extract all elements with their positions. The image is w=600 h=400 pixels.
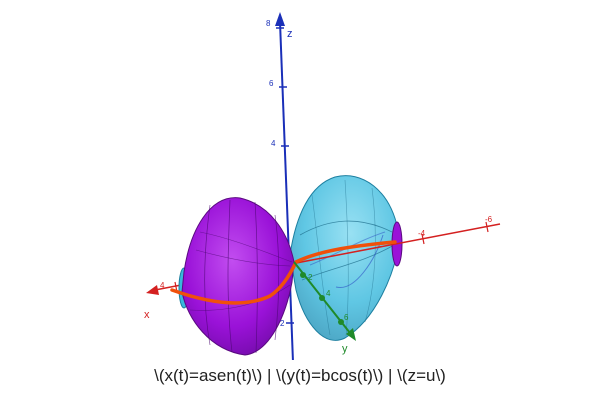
z-tick-label-4: 4 bbox=[271, 139, 276, 148]
y-axis bbox=[293, 261, 356, 341]
surface-left[interactable] bbox=[181, 197, 295, 356]
y-tick-label-2: 2 bbox=[308, 273, 313, 282]
equation-caption: \(x(t)=asen(t)\) | \(y(t)=bcos(t)\) | \(… bbox=[154, 366, 446, 385]
x-tick-neg4 bbox=[421, 233, 425, 245]
x-axis-label: x bbox=[144, 309, 150, 321]
y-axis-label: y bbox=[342, 343, 348, 355]
z-tick-label-6: 6 bbox=[269, 79, 274, 88]
y-tick-label-6: 6 bbox=[344, 313, 349, 322]
y-tick-6 bbox=[338, 319, 344, 325]
z-tick-label-2: 2 bbox=[280, 319, 285, 328]
3d-graph-view[interactable]: z x y 8 6 4 2 4 -4 -6 2 4 6 bbox=[0, 0, 600, 360]
y-tick-label-4: 4 bbox=[326, 289, 331, 298]
x-tick-label-4: 4 bbox=[160, 281, 165, 290]
z-tick-label-8: 8 bbox=[266, 19, 271, 28]
x-tick-neg6 bbox=[485, 221, 489, 233]
parametric-curve[interactable] bbox=[170, 240, 397, 305]
x-tick-label-neg6: -6 bbox=[485, 215, 493, 224]
y-tick-4 bbox=[319, 295, 325, 301]
z-axis-label: z bbox=[287, 28, 293, 40]
x-tick-label-neg4: -4 bbox=[418, 229, 426, 238]
z-axis bbox=[275, 12, 294, 360]
y-tick-2 bbox=[300, 272, 306, 278]
